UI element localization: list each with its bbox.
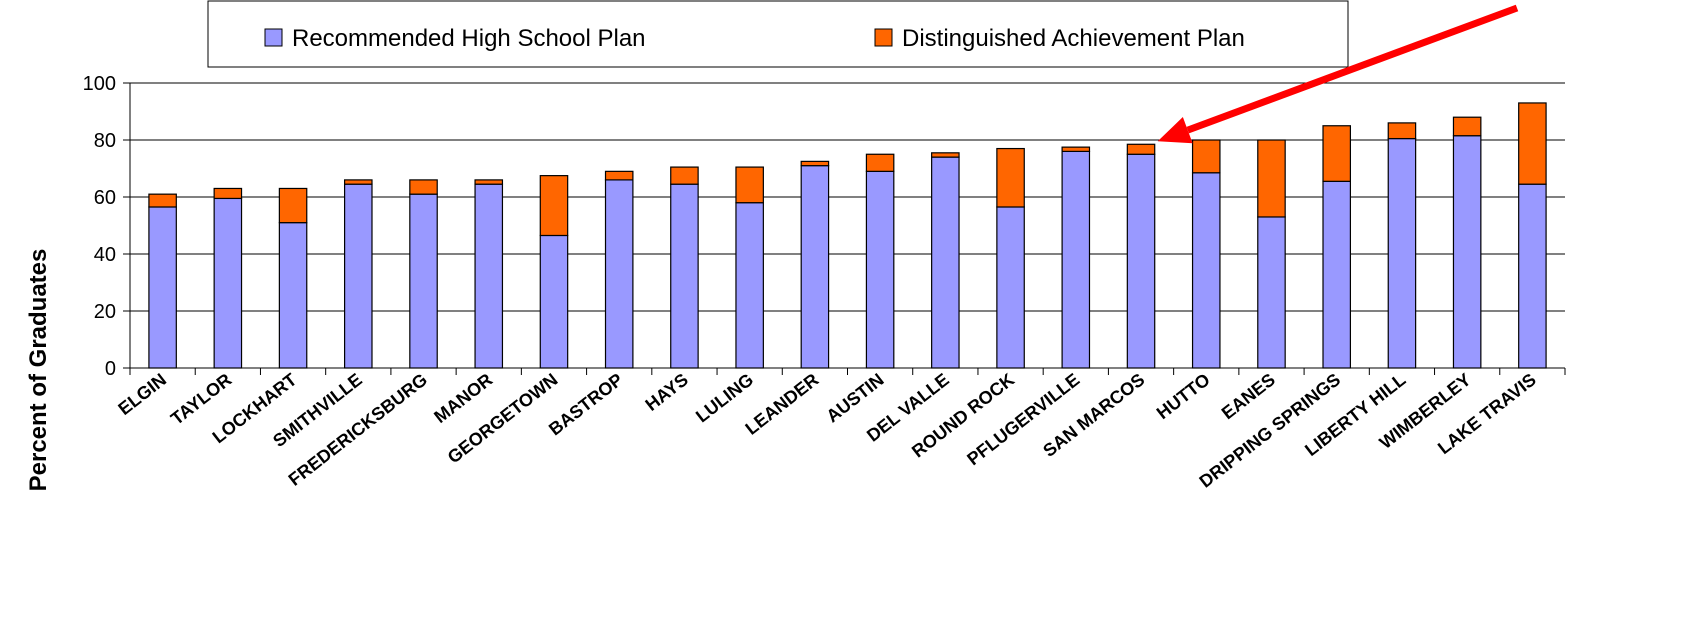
bar-recommended-lockhart [278, 222, 308, 369]
bar-distinguished-taylor [213, 187, 243, 200]
bar-recommended-manor [474, 183, 504, 369]
legend: Recommended High School Plan Distinguish… [207, 0, 1349, 68]
y-tick-label-40: 40 [94, 244, 116, 266]
arrow-shaft [1186, 4, 1519, 134]
y-tick-label-20: 20 [94, 301, 116, 323]
bar-distinguished-luling [735, 166, 764, 204]
bar-recommended-del-valle [931, 156, 960, 369]
bar-distinguished-leander [800, 160, 830, 167]
legend-swatch-recommended [264, 28, 283, 47]
x-tick-label-pflugerville: PFLUGERVILLE [963, 369, 1083, 469]
bar-distinguished-manor [474, 179, 504, 185]
bar-recommended-luling [735, 202, 764, 369]
legend-swatch-distinguished [874, 28, 893, 47]
bar-recommended-smithville [343, 183, 373, 369]
bar-distinguished-wimberley [1452, 116, 1482, 137]
bar-recommended-dripping-springs [1322, 180, 1352, 369]
y-tick-label-0: 0 [105, 358, 116, 380]
annotation-arrow [1157, 4, 1519, 144]
bar-recommended-leander [800, 165, 830, 369]
legend-label-recommended: Recommended High School Plan [292, 25, 646, 52]
bar-recommended-eanes [1257, 216, 1286, 369]
bar-distinguished-elgin [148, 193, 177, 208]
bar-distinguished-bastrop [604, 170, 634, 181]
bar-recommended-hays [670, 183, 699, 369]
bar-recommended-round-rock [996, 206, 1025, 369]
legend-box [207, 0, 1349, 68]
bar-recommended-san-marcos [1126, 153, 1156, 369]
x-tick-label-elgin: ELGIN [114, 369, 170, 419]
x-tick-label-hays: HAYS [641, 369, 691, 415]
bar-distinguished-lake-travis [1518, 102, 1547, 185]
x-tick-label-leander: LEANDER [741, 369, 822, 438]
legend-label-distinguished: Distinguished Achievement Plan [902, 25, 1245, 52]
bar-recommended-fredericksburg [409, 193, 438, 369]
bar-distinguished-del-valle [931, 152, 960, 158]
bar-recommended-elgin [148, 206, 177, 369]
bar-distinguished-austin [865, 153, 895, 172]
bar-recommended-austin [865, 170, 895, 369]
bar-distinguished-round-rock [996, 147, 1025, 208]
bar-distinguished-georgetown [539, 175, 569, 237]
bar-distinguished-eanes [1257, 139, 1286, 218]
axes [129, 83, 1566, 375]
bar-distinguished-dripping-springs [1322, 125, 1352, 182]
y-tick-label-80: 80 [94, 130, 116, 152]
x-tick-label-georgetown: GEORGETOWN [444, 369, 562, 467]
bar-distinguished-liberty-hill [1387, 122, 1417, 140]
bar-recommended-pflugerville [1061, 150, 1091, 369]
y-tick-label-60: 60 [94, 187, 116, 209]
bar-distinguished-hutto [1191, 139, 1221, 174]
y-axis-ticks: 0 20 40 60 80 100 [83, 73, 130, 380]
bar-distinguished-san-marcos [1126, 143, 1156, 155]
bar-recommended-hutto [1191, 172, 1221, 369]
x-tick-label-eanes: EANES [1218, 369, 1279, 423]
bar-recommended-wimberley [1452, 135, 1482, 369]
bar-distinguished-lockhart [278, 187, 308, 224]
y-axis-label: Percent of Graduates [25, 249, 52, 492]
arrow-head [1157, 117, 1193, 144]
x-tick-label-hutto: HUTTO [1153, 369, 1214, 423]
y-tick-label-100: 100 [83, 73, 116, 95]
bar-distinguished-smithville [343, 179, 373, 185]
bar-recommended-lake-travis [1518, 183, 1547, 369]
bar-recommended-georgetown [539, 234, 569, 369]
bar-recommended-taylor [213, 197, 243, 369]
bar-distinguished-pflugerville [1061, 146, 1091, 153]
x-axis-labels: ELGINTAYLORLOCKHARTSMITHVILLEFREDERICKSB… [114, 369, 1539, 491]
bar-distinguished-hays [670, 166, 699, 185]
bar-recommended-liberty-hill [1387, 137, 1417, 369]
bars [148, 102, 1547, 369]
bar-distinguished-fredericksburg [409, 179, 438, 195]
bar-recommended-bastrop [604, 179, 634, 369]
